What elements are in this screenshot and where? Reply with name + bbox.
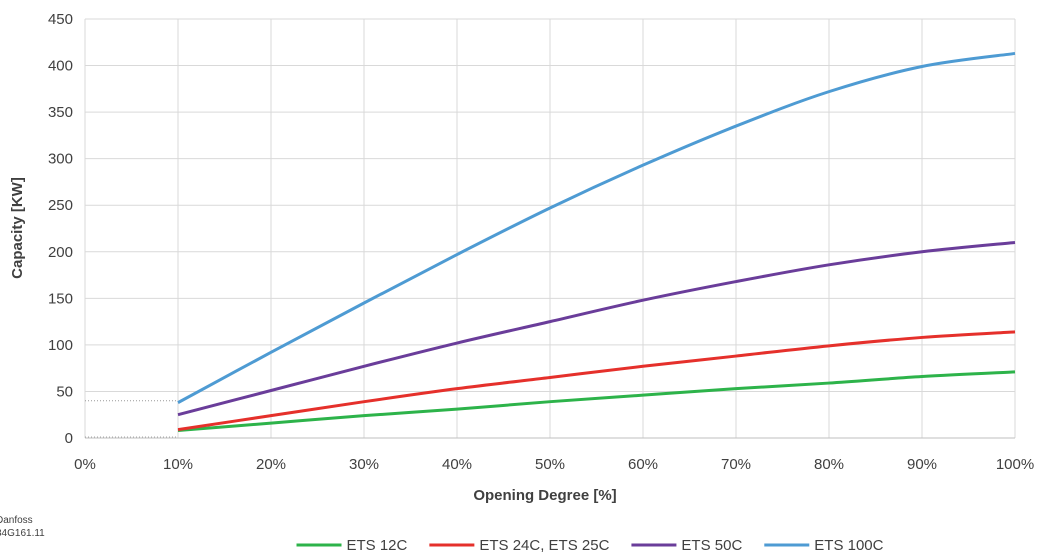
x-tick-label: 30% xyxy=(349,456,379,473)
series-line-ets-50c xyxy=(177,240,1016,417)
tick-labels: 0 50 100 150 200 250 300 350 400 450 0% 10% 20% 30% 40… xyxy=(48,11,1034,473)
x-tick-label: 20% xyxy=(256,456,286,473)
y-tick-label: 150 xyxy=(48,290,73,307)
x-tick-label: 100% xyxy=(996,456,1034,473)
y-axis-title: Capacity [KW] xyxy=(9,177,26,279)
chart-legend: ETS 12C ETS 24C, ETS 25C ETS 50C ETS 100C xyxy=(296,537,884,554)
x-tick-label: 80% xyxy=(814,456,844,473)
series-line-ets-24c-ets-25c xyxy=(177,330,1016,432)
legend-label: ETS 12C xyxy=(347,537,408,554)
chart-grid xyxy=(84,18,1016,438)
x-tick-label: 40% xyxy=(442,456,472,473)
y-tick-label: 250 xyxy=(48,197,73,214)
y-tick-label: 50 xyxy=(56,383,73,400)
series-line-ets-100c xyxy=(177,51,1016,404)
x-tick-label: 10% xyxy=(163,456,193,473)
x-axis-title: Opening Degree [%] xyxy=(473,487,616,504)
y-tick-label: 400 xyxy=(48,58,73,75)
y-tick-label: 300 xyxy=(48,151,73,168)
y-tick-label: 100 xyxy=(48,337,73,354)
x-tick-label: 60% xyxy=(628,456,658,473)
x-tick-label: 50% xyxy=(535,456,565,473)
series-line-ets-12c xyxy=(177,370,1016,433)
x-tick-label: 0% xyxy=(74,456,96,473)
y-tick-label: 0 xyxy=(65,430,73,447)
x-tick-label: 70% xyxy=(721,456,751,473)
legend-label: ETS 24C, ETS 25C xyxy=(479,537,609,554)
y-tick-label: 200 xyxy=(48,244,73,261)
legend-label: ETS 100C xyxy=(814,537,883,554)
legend-label: ETS 50C xyxy=(681,537,742,554)
watermark-line-2: 34G161.11 xyxy=(0,528,45,539)
y-tick-label: 450 xyxy=(48,11,73,28)
chart-series xyxy=(177,51,1016,433)
watermark-line-1: Danfoss xyxy=(0,515,33,526)
reference-line-group xyxy=(85,400,178,438)
x-tick-label: 90% xyxy=(907,456,937,473)
y-tick-label: 350 xyxy=(48,104,73,121)
